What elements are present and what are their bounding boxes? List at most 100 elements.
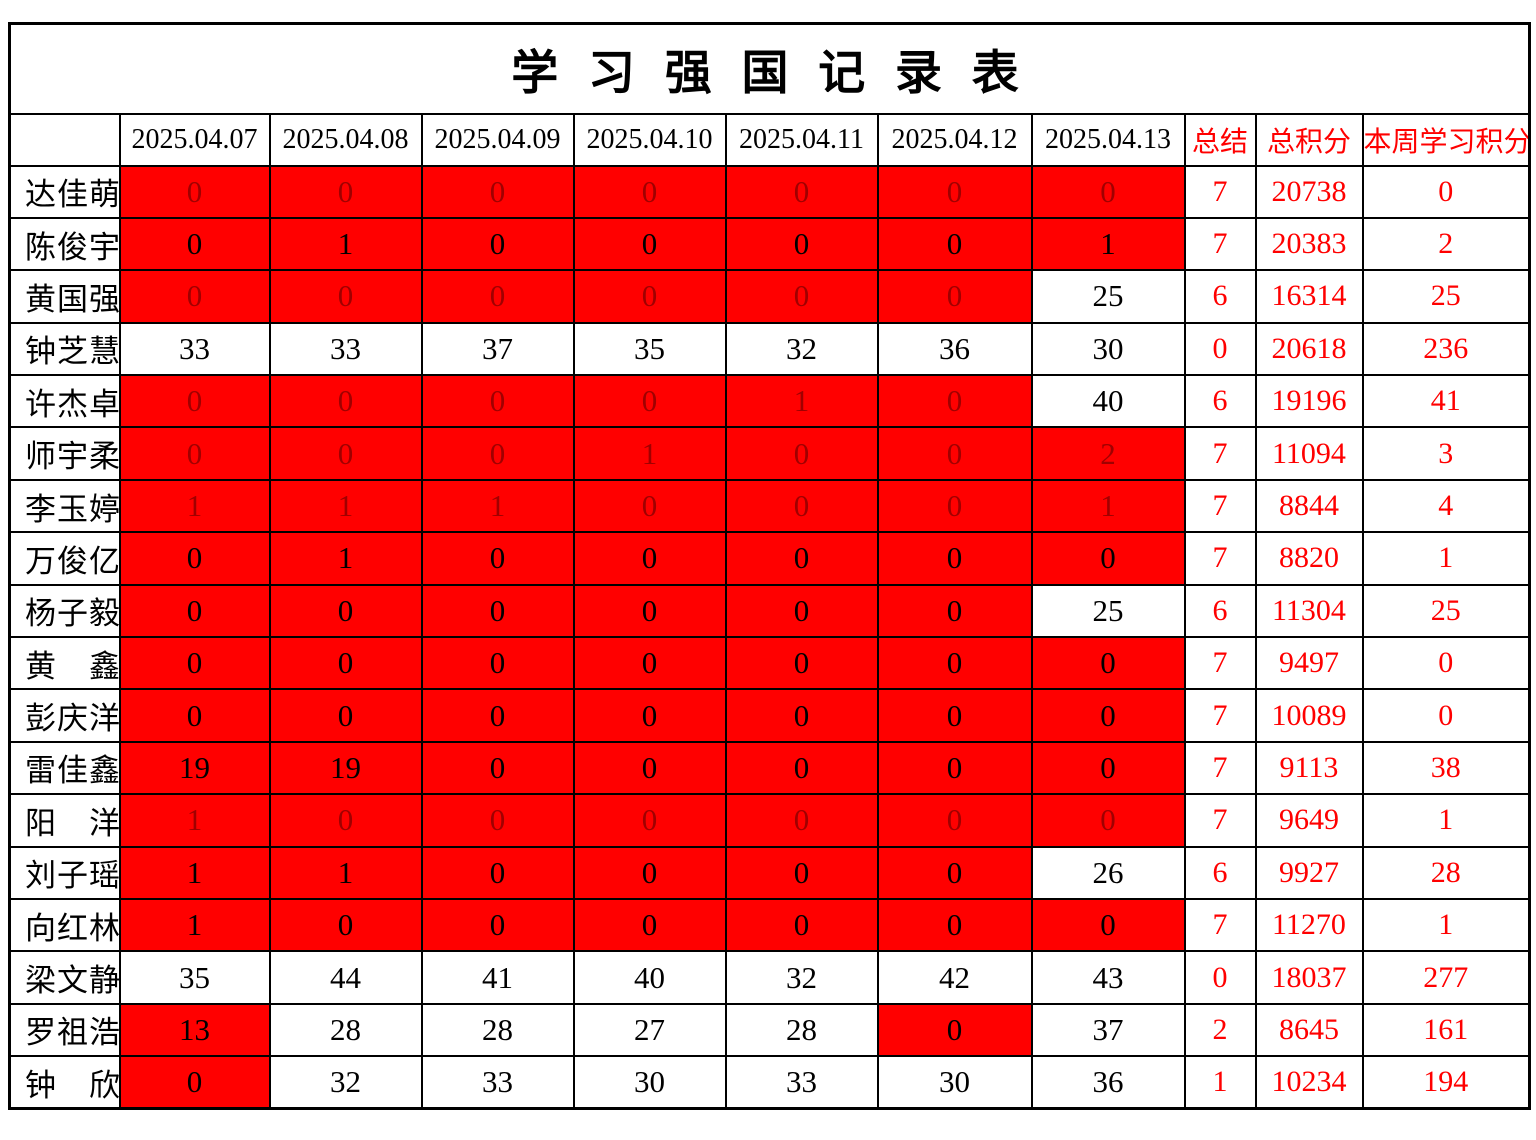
table-row: 黄国强 0 0 0 0 0 0 25 6 16314 25	[8, 269, 1531, 324]
day-score-cell: 30	[572, 1055, 727, 1110]
row-name: 师宇柔	[8, 426, 121, 481]
day-score-cell: 1	[420, 478, 575, 534]
column-header-row: 2025.04.07 2025.04.08 2025.04.09 2025.04.10…	[8, 112, 1531, 167]
day-score-cell: 0	[572, 688, 727, 743]
total-score-cell: 19196	[1254, 374, 1364, 429]
day-score-cell: 0	[420, 897, 575, 953]
day-score-cell: 0	[572, 636, 727, 691]
day-score-cell: 0	[420, 531, 575, 586]
day-score-cell: 0	[572, 740, 727, 796]
day-score-cell: 1	[724, 374, 879, 429]
day-score-cell: 33	[268, 321, 423, 377]
day-score-cell: 1	[268, 531, 423, 586]
table-row: 梁文静 35 44 41 40 32 42 43 0 18037 277	[8, 950, 1531, 1005]
week-score-cell: 4	[1361, 478, 1531, 534]
week-score-cell: 41	[1361, 374, 1531, 429]
col-header-summary-1: 总结	[1183, 112, 1257, 167]
summary-cell: 6	[1183, 269, 1257, 324]
table-row: 李玉婷 1 1 1 0 0 0 1 7 8844 4	[8, 478, 1531, 534]
day-score-cell: 0	[1030, 531, 1186, 586]
total-score-cell: 10089	[1254, 688, 1364, 743]
day-score-cell: 0	[876, 688, 1033, 743]
summary-cell: 7	[1183, 636, 1257, 691]
table-row: 陈俊宇 0 1 0 0 0 0 1 7 20383 2	[8, 216, 1531, 272]
day-score-cell: 0	[876, 1002, 1033, 1058]
day-score-cell: 2	[1030, 426, 1186, 481]
total-score-cell: 8844	[1254, 478, 1364, 534]
day-score-cell: 28	[420, 1002, 575, 1058]
summary-cell: 7	[1183, 688, 1257, 743]
week-score-cell: 277	[1361, 950, 1531, 1005]
week-score-cell: 28	[1361, 845, 1531, 900]
day-score-cell: 30	[876, 1055, 1033, 1110]
table-row: 彭庆洋 0 0 0 0 0 0 0 7 10089 0	[8, 688, 1531, 743]
day-score-cell: 0	[724, 216, 879, 272]
corner-cell	[8, 112, 121, 167]
row-name: 万俊亿	[8, 531, 121, 586]
day-score-cell: 0	[118, 216, 271, 272]
table-body: 达佳萌 0 0 0 0 0 0 0 7 20738 0 陈俊宇 0 1 0 0 0 0 1 7 20383 2 黄国强 0 0 0…	[8, 164, 1531, 1110]
row-name: 向红林	[8, 897, 121, 953]
day-score-cell: 0	[724, 583, 879, 639]
day-score-cell: 0	[876, 793, 1033, 848]
day-score-cell: 0	[420, 374, 575, 429]
summary-cell: 7	[1183, 426, 1257, 481]
day-score-cell: 37	[420, 321, 575, 377]
summary-cell: 7	[1183, 216, 1257, 272]
day-score-cell: 0	[1030, 688, 1186, 743]
row-name: 刘子瑶	[8, 845, 121, 900]
day-score-cell: 0	[1030, 636, 1186, 691]
week-score-cell: 236	[1361, 321, 1531, 377]
day-score-cell: 0	[268, 897, 423, 953]
table-row: 万俊亿 0 1 0 0 0 0 0 7 8820 1	[8, 531, 1531, 586]
record-table: 学 习 强 国 记 录 表 2025.04.07 2025.04.08 2025.0…	[8, 22, 1532, 1111]
day-score-cell: 0	[420, 269, 575, 324]
day-score-cell: 0	[118, 374, 271, 429]
day-score-cell: 0	[572, 216, 727, 272]
table-row: 雷佳鑫 19 19 0 0 0 0 0 7 9113 38	[8, 740, 1531, 796]
day-score-cell: 0	[420, 426, 575, 481]
summary-cell: 7	[1183, 740, 1257, 796]
col-header-date-7: 2025.04.13	[1030, 112, 1186, 167]
day-score-cell: 0	[876, 426, 1033, 481]
day-score-cell: 0	[572, 845, 727, 900]
day-score-cell: 32	[724, 321, 879, 377]
day-score-cell: 0	[572, 478, 727, 534]
day-score-cell: 0	[1030, 740, 1186, 796]
col-header-date-6: 2025.04.12	[876, 112, 1033, 167]
day-score-cell: 1	[118, 845, 271, 900]
week-score-cell: 1	[1361, 793, 1531, 848]
day-score-cell: 35	[572, 321, 727, 377]
day-score-cell: 0	[118, 583, 271, 639]
total-score-cell: 20383	[1254, 216, 1364, 272]
day-score-cell: 0	[268, 636, 423, 691]
summary-cell: 7	[1183, 531, 1257, 586]
day-score-cell: 0	[1030, 897, 1186, 953]
day-score-cell: 0	[876, 374, 1033, 429]
day-score-cell: 0	[572, 531, 727, 586]
col-header-date-2: 2025.04.08	[268, 112, 423, 167]
day-score-cell: 0	[420, 688, 575, 743]
summary-cell: 2	[1183, 1002, 1257, 1058]
total-score-cell: 10234	[1254, 1055, 1364, 1110]
day-score-cell: 28	[268, 1002, 423, 1058]
day-score-cell: 25	[1030, 269, 1186, 324]
row-name: 雷佳鑫	[8, 740, 121, 796]
table-row: 钟 欣 0 32 33 30 33 30 36 1 10234 194	[8, 1055, 1531, 1110]
day-score-cell: 0	[118, 164, 271, 219]
day-score-cell: 0	[876, 164, 1033, 219]
day-score-cell: 1	[268, 216, 423, 272]
day-score-cell: 26	[1030, 845, 1186, 900]
week-score-cell: 0	[1361, 164, 1531, 219]
day-score-cell: 0	[724, 897, 879, 953]
summary-cell: 6	[1183, 583, 1257, 639]
day-score-cell: 0	[572, 269, 727, 324]
day-score-cell: 1	[118, 897, 271, 953]
page-title: 学 习 强 国 记 录 表	[8, 22, 1531, 115]
day-score-cell: 1	[268, 478, 423, 534]
row-name: 钟 欣	[8, 1055, 121, 1110]
day-score-cell: 0	[268, 164, 423, 219]
row-name: 钟芝慧	[8, 321, 121, 377]
summary-cell: 7	[1183, 793, 1257, 848]
day-score-cell: 0	[268, 793, 423, 848]
